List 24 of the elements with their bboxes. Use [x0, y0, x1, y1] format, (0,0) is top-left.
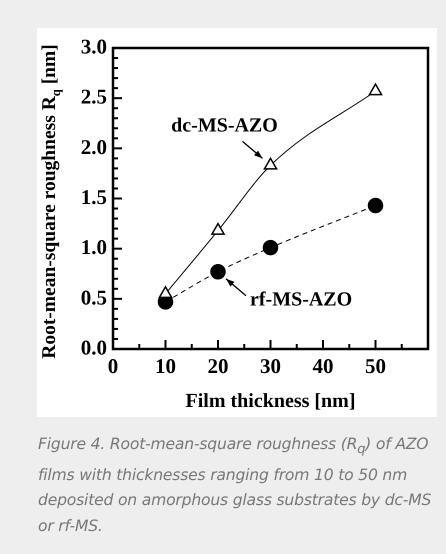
- annotation: rf-MS-AZO: [250, 288, 352, 311]
- x-tick-label: 40: [312, 354, 334, 378]
- point: [368, 83, 382, 96]
- annotation: dc-MS-AZO: [171, 114, 278, 136]
- x-tick-label: 10: [155, 354, 176, 378]
- y-tick-label: 1.0: [80, 235, 107, 260]
- y-tick-label: 0.5: [80, 285, 107, 310]
- x-tick-label: 0: [108, 354, 118, 378]
- y-axis-title: Root-mean-square roughness Rq [nm]: [39, 44, 63, 359]
- x-axis-title: Film thickness [nm]: [186, 390, 356, 412]
- caption: Figure 4. Root-mean-square roughness (R$_{q}$) of AZO films with thicknesses ranging from 10 to 50 nm deposited on amorphous glass substrates by dc-MS or rf-MS.: [38, 434, 432, 537]
- text: 0.0: [80, 335, 107, 360]
- y-tick-label: 3.0: [80, 34, 107, 58]
- y-tick-label: 2.5: [80, 84, 107, 109]
- x-tick-label: 20: [208, 354, 228, 378]
- point: [262, 240, 278, 256]
- point: [211, 222, 225, 235]
- x-tick-label: 30: [260, 354, 281, 378]
- y-tick-label: 1.5: [80, 184, 107, 209]
- point: [264, 158, 278, 170]
- x-tick-label: 50: [365, 354, 386, 378]
- point: [368, 198, 384, 214]
- point: [210, 264, 226, 280]
- y-tick-label: 2.0: [80, 134, 107, 159]
